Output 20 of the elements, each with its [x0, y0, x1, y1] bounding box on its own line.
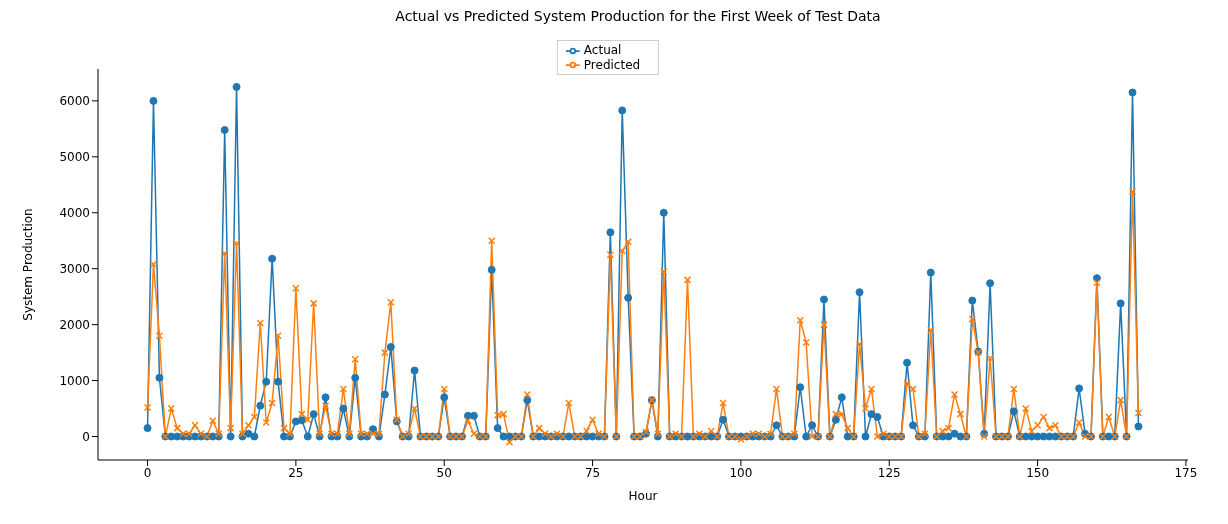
chart-title: Actual vs Predicted System Production for the First Week of Test Data — [394, 8, 882, 26]
x-tick-label: 100 — [729, 465, 753, 480]
x-tick-label: 125 — [877, 465, 901, 480]
y-tick-label: 5000 — [59, 150, 90, 165]
x-tick-label: 0 — [143, 465, 152, 480]
x-tick-label: 75 — [584, 465, 601, 480]
x-axis-title: Hour — [628, 489, 658, 503]
legend-label: Actual — [583, 43, 622, 57]
y-axis-title: System Production — [21, 208, 36, 321]
legend-label: Predicted — [583, 57, 641, 72]
y-tick-label: 0 — [82, 429, 90, 444]
x-tick-label: 150 — [1026, 465, 1050, 480]
y-tick-label: 6000 — [59, 94, 90, 109]
x-tick-label: 25 — [288, 465, 304, 480]
x-tick-label: 175 — [1174, 465, 1198, 480]
y-tick-label: 2000 — [59, 317, 90, 332]
y-tick-label: 4000 — [59, 206, 90, 221]
x-tick-label: 50 — [436, 465, 452, 480]
y-tick-label: 1000 — [59, 373, 90, 388]
y-tick-label: 3000 — [59, 261, 90, 276]
